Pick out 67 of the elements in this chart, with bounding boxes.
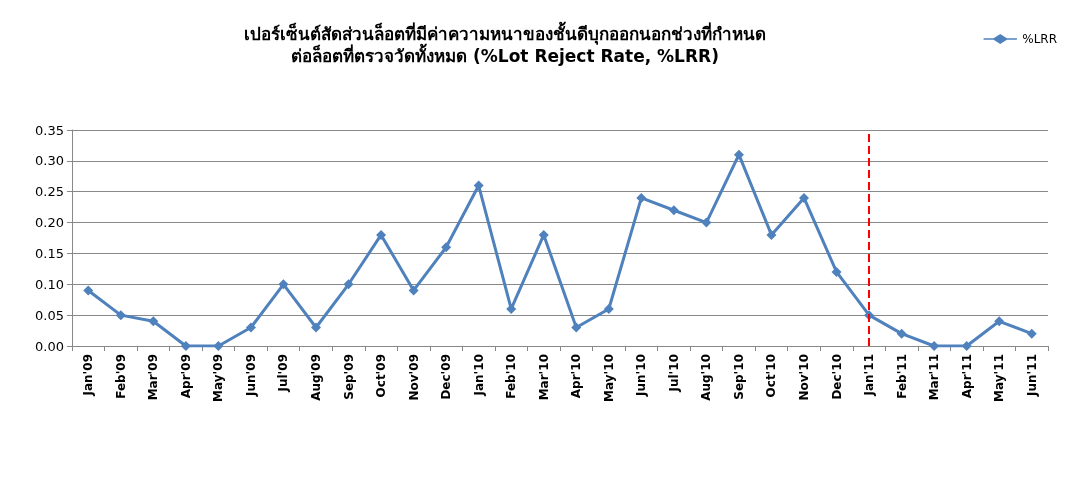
x-tick-label: Nov'10: [797, 354, 811, 401]
x-tick-label: Aug'10: [699, 354, 714, 401]
legend-label: %LRR: [1022, 32, 1057, 46]
x-tick-label: Jun'10: [634, 354, 649, 397]
x-tick-label: Feb'09: [113, 354, 128, 399]
x-tick-label: Dec'10: [829, 354, 844, 400]
point: [831, 266, 842, 277]
y-tick-label: 0.15: [35, 245, 64, 261]
point: [994, 316, 1005, 327]
point: [799, 192, 809, 203]
x-tick-label: Jul'09: [276, 354, 291, 393]
y-tick-label: 0.10: [35, 276, 64, 292]
x-tick-label: Mar'10: [536, 354, 551, 401]
point: [83, 285, 94, 296]
x-tick-label: Mar'09: [146, 354, 161, 401]
point: [1026, 328, 1037, 339]
point: [603, 303, 614, 314]
point: [571, 322, 582, 333]
x-tick-label: Mar'11: [927, 354, 942, 401]
x-tick-label: Sep'10: [731, 354, 746, 400]
point: [896, 328, 907, 339]
y-tick-label: 0.00: [35, 338, 64, 354]
point: [733, 149, 744, 160]
point: [343, 279, 354, 290]
point: [245, 322, 256, 333]
y-tick-label: 0.20: [35, 215, 64, 231]
y-tick-label: 0.35: [35, 122, 64, 138]
x-tick-label: Nov'09: [406, 354, 421, 401]
x-tick-label: Jan'09: [81, 354, 96, 397]
point: [115, 310, 126, 321]
point: [701, 217, 712, 228]
x-tick-label: Jun'11: [1024, 354, 1039, 397]
x-tick-label: Dec'09: [439, 354, 454, 400]
point: [148, 316, 159, 327]
x-tick-label: May'09: [211, 354, 226, 402]
x-tick-label: Aug'09: [309, 354, 323, 401]
x-tick-label: Jun'09: [243, 354, 258, 397]
point: [278, 279, 289, 290]
x-tick-label: Sep'09: [341, 354, 356, 400]
point: [311, 322, 321, 333]
x-tick-label: Oct'09: [374, 354, 389, 398]
x-tick-label: May'10: [601, 354, 616, 402]
point: [961, 341, 972, 351]
point: [213, 341, 224, 351]
y-tick-label: 0.25: [35, 184, 64, 200]
x-tick-label: Jul'10: [666, 354, 681, 393]
x-tick-label: Apr'09: [178, 354, 193, 399]
point: [408, 285, 419, 296]
x-tick-label: Jan'10: [471, 354, 486, 397]
y-tick-label: 0.30: [35, 153, 64, 169]
x-tick-label: Jan'11: [862, 354, 877, 397]
point: [766, 229, 777, 240]
x-tick-label: Feb'11: [894, 354, 909, 399]
x-tick-label: Oct'10: [764, 354, 779, 398]
x-tick-label: Apr'11: [959, 354, 974, 399]
point: [473, 180, 484, 191]
point: [538, 229, 549, 240]
x-tick-label: Apr'10: [569, 354, 584, 399]
point: [668, 205, 679, 216]
point: [180, 341, 191, 351]
point: [441, 242, 452, 253]
x-tick-label: May'11: [992, 354, 1007, 402]
point: [636, 192, 647, 203]
chart-title: เปอร์เซ็นต์สัดส่วนล็อตที่มีค่าความหนาของชั้นดีบุกออกนอกช่วงที่กำหนด ต่อล็อตที่ตรวจวัดทั้งหมด (%Lot Reject Rate, %LRR): [244, 21, 766, 66]
x-tick-label: Feb'10: [504, 354, 519, 399]
point: [376, 229, 387, 240]
y-tick-label: 0.05: [35, 307, 64, 323]
